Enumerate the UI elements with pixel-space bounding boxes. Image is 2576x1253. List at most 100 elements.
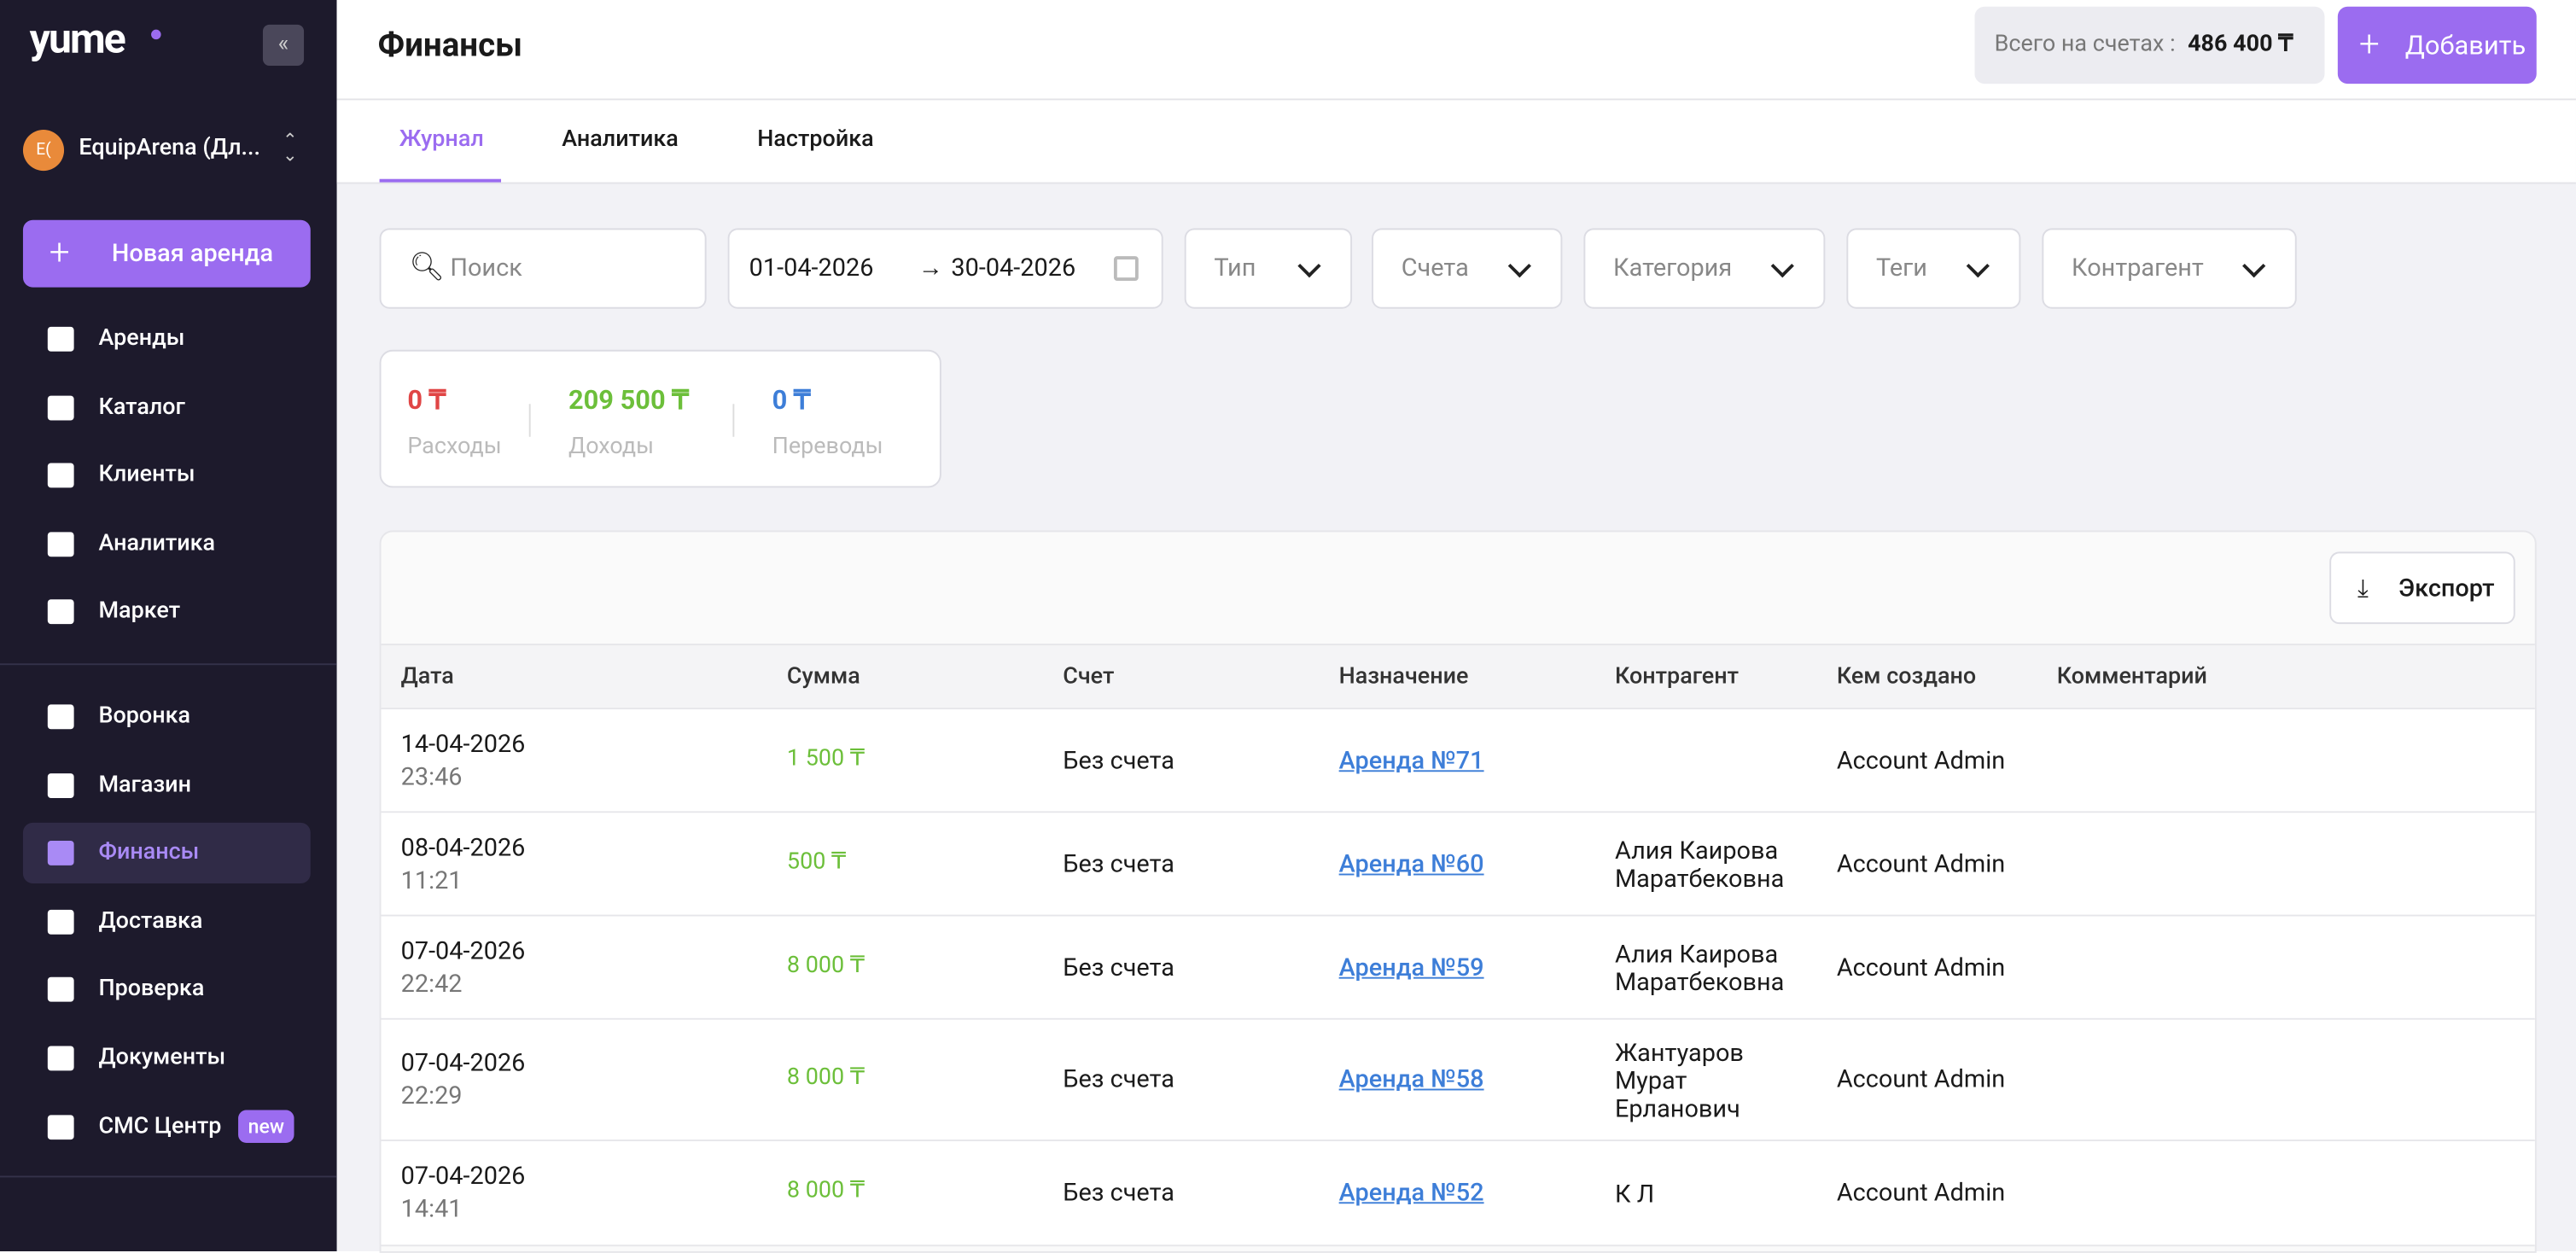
- nav-icon: [47, 326, 74, 352]
- nav-item[interactable]: Маркет: [23, 582, 311, 643]
- nav-item[interactable]: СМС Центр new: [23, 1096, 311, 1157]
- purpose-link[interactable]: Аренда №58: [1338, 1064, 1484, 1094]
- tab[interactable]: Аналитика: [562, 126, 679, 153]
- filter-select[interactable]: Контрагент: [2042, 228, 2297, 309]
- column-header: Дата: [400, 663, 454, 691]
- nav-item[interactable]: Доставка: [23, 891, 311, 952]
- nav-icon: [47, 463, 74, 488]
- nav-item[interactable]: Воронка: [23, 686, 311, 747]
- table-row: [381, 1141, 2535, 1247]
- nav-item[interactable]: Магазин: [23, 755, 311, 815]
- add-button[interactable]: + Добавить: [2337, 6, 2537, 85]
- purpose-link[interactable]: Аренда №71: [1338, 744, 1484, 775]
- nav-label: Финансы: [98, 839, 200, 866]
- time: 22:29: [400, 1080, 463, 1110]
- column-header: Комментарий: [2056, 663, 2207, 691]
- nav-label: Проверка: [98, 976, 205, 1003]
- column-header: Кем создано: [1836, 663, 1977, 691]
- chevron: [1507, 254, 1531, 278]
- page-title: Финансы: [377, 24, 523, 65]
- filter-select[interactable]: Счета: [1372, 228, 1563, 309]
- nav-icon: [47, 977, 74, 1003]
- calendar-icon: [1113, 256, 1139, 281]
- balance-value: 486 400 ₸: [2188, 31, 2293, 58]
- search[interactable]: 🔍︎ Поиск: [379, 228, 707, 309]
- amount: 500 ₸: [786, 848, 847, 875]
- filter-select[interactable]: Тип: [1184, 228, 1353, 309]
- new-rental-label: Новая аренда: [111, 237, 274, 268]
- nav-item[interactable]: Аналитика: [23, 514, 311, 574]
- date: 07-04-2026: [400, 1047, 526, 1078]
- tab[interactable]: Настройка: [757, 126, 874, 153]
- filter-label: Счета: [1401, 253, 1469, 283]
- balance-label: Всего на счетах :: [1994, 31, 2176, 58]
- nav-label: Клиенты: [98, 461, 195, 488]
- nav-item[interactable]: Документы: [23, 1028, 311, 1088]
- amount: 8 000 ₸: [786, 951, 865, 978]
- date-from: 01-04-2026: [749, 253, 874, 283]
- summary-label: Переводы: [772, 433, 883, 460]
- summary-label: Доходы: [568, 433, 655, 460]
- column-header: Сумма: [786, 663, 860, 691]
- date-to: 30-04-2026: [951, 253, 1076, 283]
- counterparty: К Л: [1614, 1178, 1655, 1209]
- counterparty: Жантуаров Мурат Ерланович: [1614, 1036, 1744, 1122]
- amount: 8 000 ₸: [786, 1177, 865, 1204]
- created-by: Account Admin: [1836, 744, 2006, 775]
- nav-item[interactable]: Аренды: [23, 309, 311, 370]
- collapse-button[interactable]: «: [262, 24, 305, 66]
- date: 07-04-2026: [400, 1161, 526, 1191]
- amount: 8 000 ₸: [786, 1064, 865, 1091]
- org-switch[interactable]: ⌃ ⌄: [283, 129, 298, 166]
- purpose-link[interactable]: Аренда №52: [1338, 1177, 1484, 1208]
- nav-item[interactable]: Финансы: [22, 823, 311, 884]
- nav-icon: [47, 394, 74, 420]
- summary-divider: [528, 404, 531, 437]
- date: 08-04-2026: [400, 831, 526, 862]
- table-row: [381, 709, 2535, 813]
- nav-item[interactable]: Проверка: [23, 959, 311, 1020]
- column-header: Счет: [1063, 663, 1115, 691]
- created-by: Account Admin: [1836, 848, 2006, 878]
- nav-item[interactable]: Клиенты: [23, 446, 311, 506]
- balance: Всего на счетах : 486 400 ₸: [1974, 6, 2325, 85]
- search-placeholder: Поиск: [450, 253, 522, 283]
- nav-icon: [47, 599, 74, 625]
- date-range[interactable]: 01-04-2026 → 30-04-2026: [727, 228, 1163, 309]
- new-rental-button[interactable]: + Новая аренда: [22, 219, 311, 288]
- nav-icon: [47, 531, 74, 557]
- divider: [336, 98, 2576, 101]
- filter-label: Категория: [1613, 253, 1733, 283]
- org-name[interactable]: EquipArena (Дл...: [79, 134, 261, 161]
- chevron: [1770, 254, 1794, 278]
- time: 22:42: [400, 968, 463, 998]
- summary-label: Расходы: [407, 433, 502, 460]
- table-row: [381, 916, 2535, 1020]
- badge: new: [238, 1109, 294, 1143]
- nav-icon: [47, 1046, 74, 1071]
- time: 11:21: [400, 864, 463, 895]
- filter-select[interactable]: Теги: [1846, 228, 2021, 309]
- table-header: [381, 644, 2535, 710]
- account: Без счета: [1063, 1177, 1174, 1208]
- nav-label: Каталог: [98, 393, 185, 420]
- header: Финансы Всего на счетах : 486 400 ₸ + Доб…: [336, 0, 2576, 184]
- nav-icon: [47, 772, 74, 798]
- purpose-link[interactable]: Аренда №59: [1338, 951, 1484, 982]
- nav-item[interactable]: Каталог: [23, 377, 311, 438]
- divider: [0, 663, 337, 666]
- filter-select[interactable]: Категория: [1583, 228, 1826, 309]
- tab-indicator: [379, 178, 502, 183]
- export-button[interactable]: ⤓ Экспорт: [2329, 551, 2515, 625]
- created-by: Account Admin: [1836, 951, 2006, 982]
- tab[interactable]: Журнал: [399, 126, 484, 153]
- purpose-link[interactable]: Аренда №60: [1338, 848, 1484, 878]
- chevron: [1966, 254, 1990, 278]
- nav-label: Аренды: [98, 324, 185, 352]
- account: Без счета: [1063, 1064, 1174, 1094]
- chevron: [1297, 254, 1321, 278]
- counterparty: Алия Каирова Маратбековна: [1614, 835, 1785, 893]
- column-header: Контрагент: [1614, 663, 1739, 691]
- summary-value: 0 ₸: [407, 384, 446, 416]
- nav-label: СМС Центр: [98, 1112, 222, 1139]
